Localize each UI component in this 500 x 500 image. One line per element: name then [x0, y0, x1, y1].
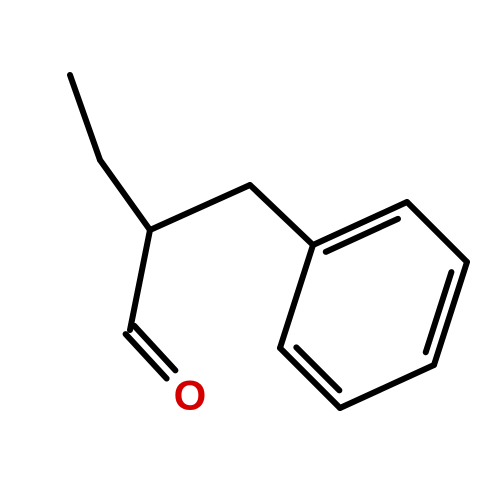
- bond: [70, 75, 100, 160]
- bond: [150, 185, 250, 230]
- bond: [280, 245, 313, 348]
- bond: [407, 202, 467, 262]
- bond: [250, 185, 313, 245]
- molecule-canvas: O: [0, 0, 500, 500]
- bond: [130, 230, 150, 330]
- atom-label-O: O: [174, 372, 207, 419]
- bond: [426, 272, 452, 352]
- bond: [340, 365, 434, 408]
- bond: [100, 160, 150, 230]
